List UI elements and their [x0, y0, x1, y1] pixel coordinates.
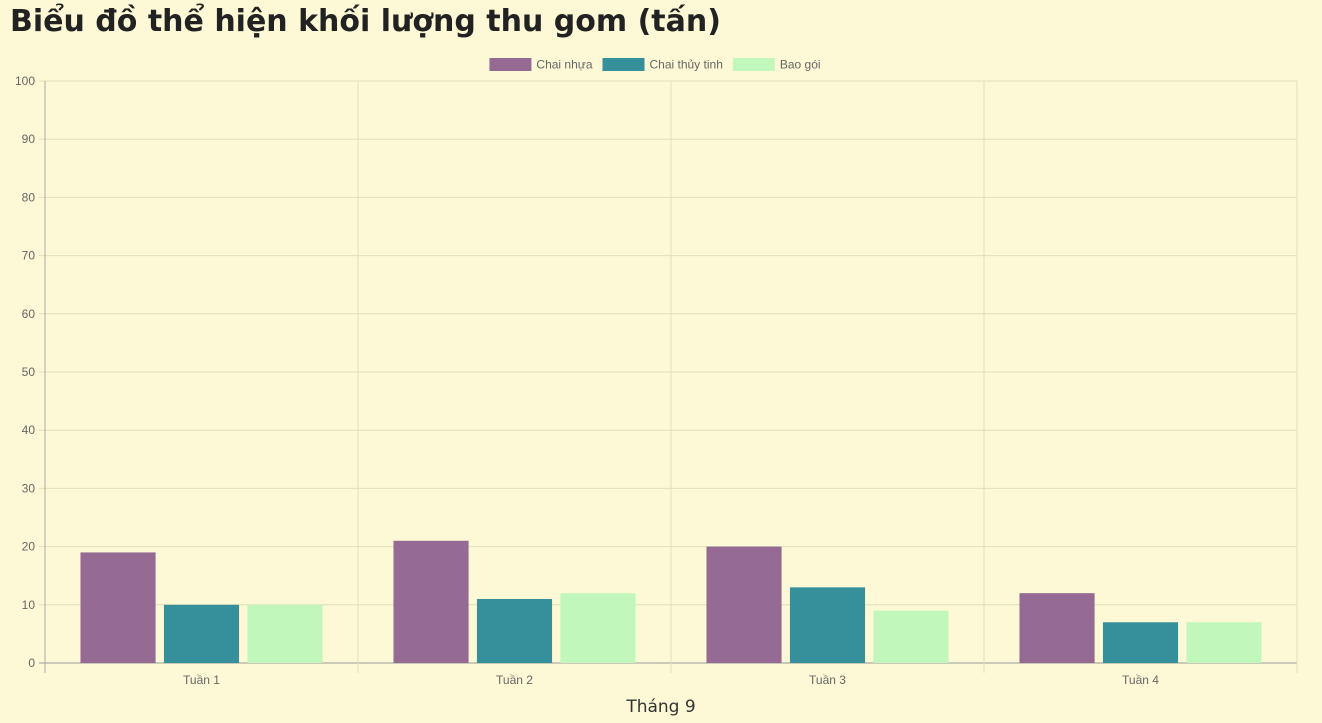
y-tick-label: 80 — [22, 190, 36, 204]
y-tick-label: 20 — [22, 540, 36, 554]
y-tick-label: 90 — [22, 132, 36, 146]
y-tick-label: 40 — [22, 423, 36, 437]
legend-swatch[interactable] — [489, 58, 532, 71]
legend-label[interactable]: Chai nhựa — [536, 58, 592, 72]
y-tick-label: 60 — [22, 307, 36, 321]
bar[interactable] — [706, 546, 782, 663]
bar[interactable] — [247, 604, 323, 663]
x-tick-label: Tuần 4 — [1122, 673, 1159, 687]
bar[interactable] — [789, 587, 866, 663]
bar[interactable] — [1019, 593, 1095, 663]
bar[interactable] — [1102, 622, 1179, 663]
y-tick-label: 10 — [22, 598, 36, 612]
bar[interactable] — [560, 593, 636, 663]
legend-label[interactable]: Bao gói — [780, 58, 821, 72]
x-axis-title: Tháng 9 — [626, 697, 696, 717]
y-tick-label: 70 — [22, 249, 36, 263]
x-tick-label: Tuần 2 — [496, 673, 533, 687]
chart-title: Biểu đồ thể hiện khối lượng thu gom (tấn… — [10, 4, 721, 39]
bar[interactable] — [476, 598, 553, 663]
y-tick-label: 30 — [22, 481, 36, 495]
legend-swatch[interactable] — [732, 58, 775, 71]
y-tick-label: 100 — [15, 74, 35, 88]
legend-swatch[interactable] — [602, 58, 645, 71]
legend-label[interactable]: Chai thủy tinh — [649, 58, 722, 72]
y-tick-label: 50 — [22, 365, 36, 379]
bar[interactable] — [1186, 622, 1262, 663]
y-tick-label: 0 — [28, 656, 35, 670]
x-tick-label: Tuần 3 — [809, 673, 846, 687]
bar[interactable] — [163, 604, 240, 663]
x-tick-label: Tuần 1 — [183, 673, 220, 687]
bar[interactable] — [80, 552, 156, 663]
bar[interactable] — [393, 540, 469, 663]
bar[interactable] — [873, 610, 949, 663]
